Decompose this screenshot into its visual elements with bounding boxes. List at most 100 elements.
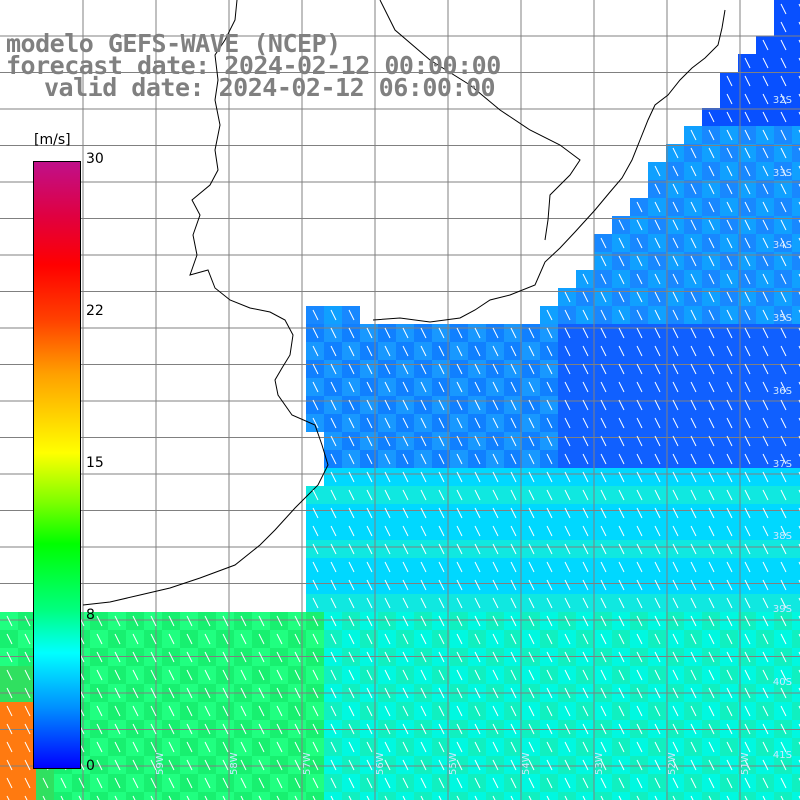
wind-arrow (366, 669, 373, 681)
wind-arrow (474, 435, 481, 447)
wind-arrow (132, 651, 139, 663)
wind-speed-cell (216, 792, 234, 800)
wind-arrow (744, 345, 751, 357)
wind-arrow (348, 363, 355, 375)
wind-arrow (654, 687, 661, 699)
wind-arrow (510, 777, 517, 789)
wind-arrow (384, 687, 391, 699)
wind-arrow (474, 399, 481, 411)
wind-arrow (384, 723, 391, 735)
wind-arrow (600, 579, 607, 591)
wind-arrow (618, 705, 625, 717)
wind-arrow (456, 561, 463, 573)
wind-arrow (744, 579, 751, 591)
wind-arrow (384, 741, 391, 753)
wind-arrow (726, 291, 733, 303)
wind-arrow (780, 39, 787, 51)
wind-arrow (528, 561, 535, 573)
wind-arrow (564, 777, 571, 789)
wind-arrow (240, 651, 247, 663)
wind-arrow (330, 687, 337, 699)
wind-speed-cell (792, 108, 800, 126)
wind-arrow (366, 345, 373, 357)
lon-label: 55W (448, 752, 459, 775)
wind-arrow (492, 687, 499, 699)
wind-arrow (780, 471, 787, 483)
wind-arrow (474, 705, 481, 717)
wind-arrow (492, 363, 499, 375)
wind-arrow (330, 759, 337, 771)
wind-arrow (780, 363, 787, 375)
lat-label: 33S (772, 168, 792, 179)
wind-arrow (276, 795, 280, 800)
wind-arrow (492, 327, 499, 339)
wind-arrow (564, 507, 571, 519)
wind-arrow (762, 75, 769, 87)
wind-arrow (762, 417, 769, 429)
wind-arrow (780, 165, 787, 177)
wind-arrow (762, 507, 769, 519)
wind-arrow (384, 399, 391, 411)
wind-arrow (708, 273, 715, 285)
wind-arrow (438, 669, 445, 681)
wind-arrow (690, 507, 697, 519)
wind-arrow (492, 597, 499, 609)
wind-arrow (150, 687, 157, 699)
wind-arrow (438, 705, 445, 717)
wind-arrow (600, 273, 607, 285)
wind-arrow (762, 273, 769, 285)
wind-arrow (600, 669, 607, 681)
wind-arrow (546, 741, 553, 753)
wind-arrow (510, 615, 517, 627)
wind-arrow (384, 363, 391, 375)
wind-speed-cell (720, 792, 738, 800)
wind-arrow (510, 453, 517, 465)
wind-arrow (546, 381, 553, 393)
wind-arrow (96, 759, 103, 771)
wind-arrow (474, 669, 481, 681)
wind-arrow (564, 291, 571, 303)
wind-arrow (420, 453, 427, 465)
wind-arrow (762, 255, 769, 267)
wind-arrow (96, 615, 103, 627)
wind-arrow (582, 543, 589, 555)
wind-arrow (564, 543, 571, 555)
wind-arrow (654, 273, 661, 285)
wind-arrow (222, 615, 229, 627)
wind-arrow (726, 435, 733, 447)
wind-arrow (24, 687, 31, 699)
wind-arrow (618, 687, 625, 699)
wind-arrow (384, 327, 391, 339)
wind-arrow (762, 759, 769, 771)
wind-arrow (240, 615, 247, 627)
wind-arrow (708, 777, 715, 789)
wind-arrow (636, 489, 643, 501)
wind-arrow (780, 597, 787, 609)
wind-arrow (402, 345, 409, 357)
wind-arrow (726, 237, 733, 249)
wind-arrow (438, 399, 445, 411)
wind-arrow (492, 471, 499, 483)
wind-speed-cell (342, 792, 360, 800)
wind-arrow (438, 615, 445, 627)
wind-speed-cell (792, 522, 800, 540)
wind-arrow (690, 759, 697, 771)
wind-arrow (582, 759, 589, 771)
wind-arrow (708, 723, 715, 735)
wind-arrow (762, 399, 769, 411)
wind-arrow (204, 705, 211, 717)
wind-arrow (330, 543, 337, 555)
wind-arrow (24, 705, 31, 717)
wind-arrow (762, 651, 769, 663)
wind-speed-cell (450, 792, 468, 800)
wind-arrow (636, 633, 643, 645)
wind-arrow (456, 525, 463, 537)
wind-arrow (708, 525, 715, 537)
wind-speed-cell (792, 576, 800, 594)
wind-arrow (654, 705, 661, 717)
wind-arrow (510, 363, 517, 375)
wind-arrow (744, 453, 751, 465)
wind-arrow (204, 633, 211, 645)
wind-arrow (492, 615, 499, 627)
wind-arrow (420, 435, 427, 447)
